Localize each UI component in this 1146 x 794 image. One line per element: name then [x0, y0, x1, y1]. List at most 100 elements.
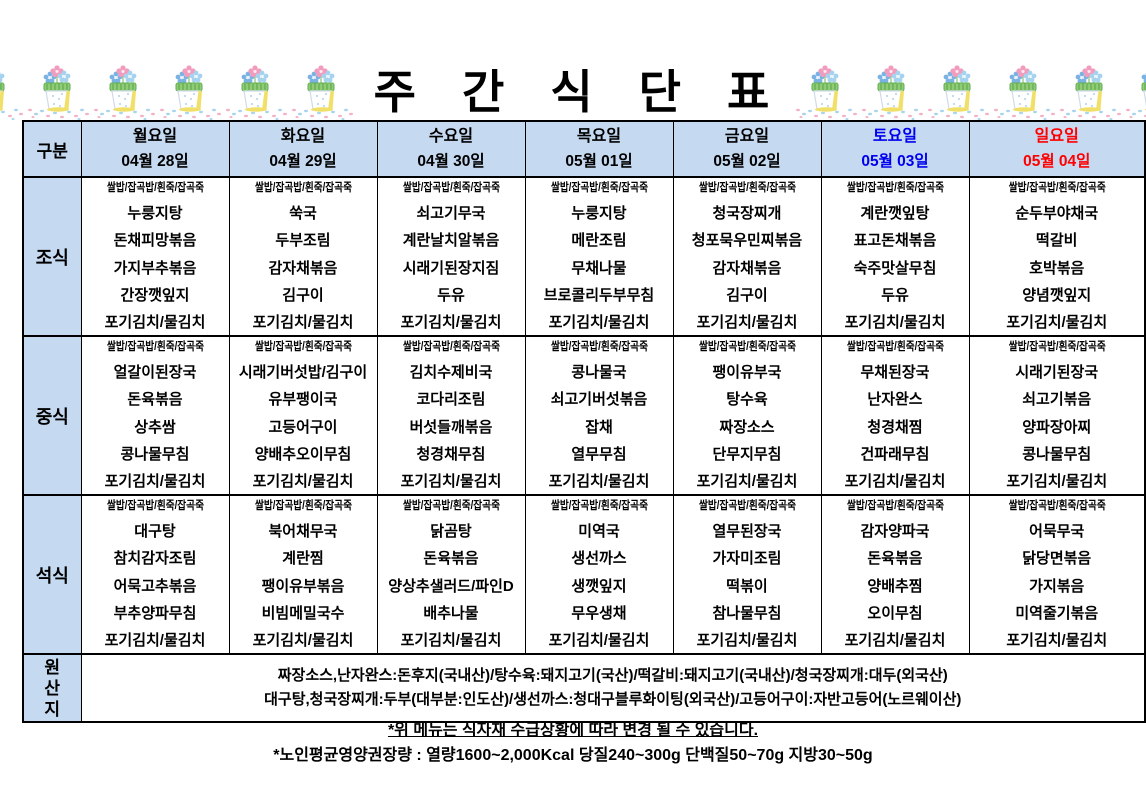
menu-item: 청포묵우민찌볶음: [691, 232, 803, 250]
meal-cell: 쌀밥/잡곡밥/흰죽/잡곡죽 시래기버섯밥/김구이 유부팽이국 고등어구이 양배추오이무침…: [228, 335, 378, 496]
menu-item: 부추양파무침: [113, 604, 197, 622]
menu-item: 표고돈채볶음: [853, 232, 937, 250]
day-date: 05월 02일: [713, 153, 781, 170]
flower-pot-icon: [93, 65, 155, 120]
day-name: 월요일: [132, 128, 178, 145]
rice-options: 쌀밥/잡곡밥/흰죽/잡곡죽: [254, 182, 352, 194]
menu-item: 가자미조림: [712, 550, 782, 568]
meal-cell: 쌀밥/잡곡밥/흰죽/잡곡죽 얼갈이된장국 돈육볶음 상추쌈 콩나물무침 포기김치/물김치: [80, 335, 230, 496]
day-date: 04월 29일: [269, 153, 337, 170]
menu-item: 버섯들깨볶음: [409, 418, 493, 436]
flower-pot-icon: [862, 65, 924, 120]
menu-item: 얼갈이된장국: [113, 364, 197, 382]
day-name: 목요일: [576, 128, 622, 145]
menu-item: 돈채피망볶음: [113, 232, 197, 250]
menu-item: 참치감자조림: [113, 550, 197, 568]
menu-item: 시래기된장국: [1015, 364, 1099, 382]
meal-cell: 쌀밥/잡곡밥/흰죽/잡곡죽 계란깻잎탕 표고돈채볶음 숙주맛살무침 두유 포기김치/물김치: [820, 176, 970, 337]
flower-pot-row-left: [0, 64, 354, 120]
menu-item: 돈육볶음: [423, 550, 479, 568]
menu-item: 포기김치/물김치: [252, 631, 354, 649]
menu-item: 포기김치/물김치: [104, 472, 206, 490]
meal-cell: 쌀밥/잡곡밥/흰죽/잡곡죽 무채된장국 난자완스 청경채찜 건파래무침 포기김치/물김치: [820, 335, 970, 496]
weekly-menu-table: 구분 월요일 04월 28일 화요일 04월 29일 수요일 04월 30일 목요일 05월 …: [22, 120, 1146, 723]
page-title: 주 간 식 단 표: [373, 65, 785, 119]
menu-item: 시래기된장지짐: [402, 259, 500, 277]
meal-cell: 쌀밥/잡곡밥/흰죽/잡곡죽 청국장찌개 청포묵우민찌볶음 감자채볶음 김구이 포기김치/물…: [672, 176, 822, 337]
day-header-2: 화요일 04월 29일: [228, 120, 378, 178]
menu-item: 청경채찜: [867, 418, 923, 436]
menu-item: 계란깻잎탕: [860, 205, 930, 223]
flower-pot-icon: [27, 65, 89, 120]
menu-item: 쑥국: [289, 205, 317, 223]
menu-item: 가지부추볶음: [113, 259, 197, 277]
flower-pot-icon: [796, 65, 858, 120]
rice-options: 쌀밥/잡곡밥/흰죽/잡곡죽: [550, 341, 648, 353]
menu-item: 감자양파국: [860, 523, 930, 541]
menu-item: 포기김치/물김치: [252, 313, 354, 331]
menu-item: 콩나물국: [571, 364, 627, 382]
menu-item: 김구이: [726, 286, 768, 304]
menu-item: 포기김치/물김치: [400, 472, 502, 490]
menu-item: 코다리조림: [416, 391, 486, 409]
flower-pot-icon: [994, 65, 1056, 120]
rice-options: 쌀밥/잡곡밥/흰죽/잡곡죽: [402, 341, 500, 353]
rice-options: 쌀밥/잡곡밥/흰죽/잡곡죽: [550, 500, 648, 512]
flower-pot-icon: [928, 65, 990, 120]
day-header-6: 토요일 05월 03일: [820, 120, 970, 178]
menu-item: 양상추샐러드/파인D: [388, 577, 514, 595]
menu-item: 두유: [881, 286, 909, 304]
menu-item: 탕수육: [726, 391, 768, 409]
menu-item: 건파래무침: [860, 445, 930, 463]
menu-item: 쇠고기버섯볶음: [550, 391, 648, 409]
day-header-1: 월요일 04월 28일: [80, 120, 230, 178]
menu-item: 어묵무국: [1029, 523, 1085, 541]
menu-item: 참나물무침: [712, 604, 782, 622]
menu-item: 무채된장국: [860, 364, 930, 382]
footer-note-1: *위 메뉴는 식자재 수급상황에 따라 변경 될 수 있습니다.: [387, 722, 759, 739]
origin-row-label: 원 산 지: [22, 653, 82, 723]
rice-options: 쌀밥/잡곡밥/흰죽/잡곡죽: [698, 341, 796, 353]
menu-item: 짜장소스: [719, 418, 775, 436]
day-header-4: 목요일 05월 01일: [524, 120, 674, 178]
flower-pot-icon: [291, 65, 353, 120]
menu-item: 가지볶음: [1029, 577, 1085, 595]
meal-row-label: 중식: [22, 335, 82, 496]
menu-item: 포기김치/물김치: [252, 472, 354, 490]
rice-options: 쌀밥/잡곡밥/흰죽/잡곡죽: [106, 182, 204, 194]
menu-item: 돈육볶음: [867, 550, 923, 568]
menu-item: 포기김치/물김치: [104, 631, 206, 649]
menu-item: 계란찜: [282, 550, 324, 568]
menu-item: 닭당면볶음: [1022, 550, 1092, 568]
meal-cell: 쌀밥/잡곡밥/흰죽/잡곡죽 대구탕 참치감자조림 어묵고추볶음 부추양파무침 포기김치/물…: [80, 494, 230, 655]
meal-row-label: 석식: [22, 494, 82, 655]
menu-item: 미역국: [578, 523, 620, 541]
decorative-header: 주 간 식 단 표: [0, 56, 1146, 120]
menu-item: 호박볶음: [1029, 259, 1085, 277]
menu-item: 브로콜리두부무침: [543, 286, 655, 304]
day-name: 토요일: [872, 128, 918, 145]
menu-item: 간장깻잎지: [120, 286, 190, 304]
menu-item: 열무된장국: [712, 523, 782, 541]
menu-item: 잡채: [585, 418, 613, 436]
menu-item: 김치수제비국: [409, 364, 493, 382]
menu-item: 양배추오이무침: [254, 445, 352, 463]
day-date: 04월 30일: [417, 153, 485, 170]
day-header-7: 일요일 05월 04일: [968, 120, 1146, 178]
rice-options: 쌀밥/잡곡밥/흰죽/잡곡죽: [254, 500, 352, 512]
day-name: 금요일: [724, 128, 770, 145]
day-date: 05월 01일: [565, 153, 633, 170]
rice-options: 쌀밥/잡곡밥/흰죽/잡곡죽: [698, 182, 796, 194]
menu-item: 포기김치/물김치: [400, 313, 502, 331]
menu-item: 포기김치/물김치: [548, 472, 650, 490]
flower-pot-row-right: [792, 64, 1146, 120]
menu-item: 청경채무침: [416, 445, 486, 463]
menu-item: 두유: [437, 286, 465, 304]
day-name: 화요일: [280, 128, 326, 145]
footer-note-2: *노인평균영양권장량 : 열량1600~2,000Kcal 당질240~300g…: [273, 747, 873, 764]
meal-cell: 쌀밥/잡곡밥/흰죽/잡곡죽 미역국 생선까스 생깻잎지 무우생채 포기김치/물김치: [524, 494, 674, 655]
menu-item: 숙주맛살무침: [853, 259, 937, 277]
menu-item: 양배추찜: [867, 577, 923, 595]
menu-item: 단무지무침: [712, 445, 782, 463]
menu-item: 양파장아찌: [1022, 418, 1092, 436]
